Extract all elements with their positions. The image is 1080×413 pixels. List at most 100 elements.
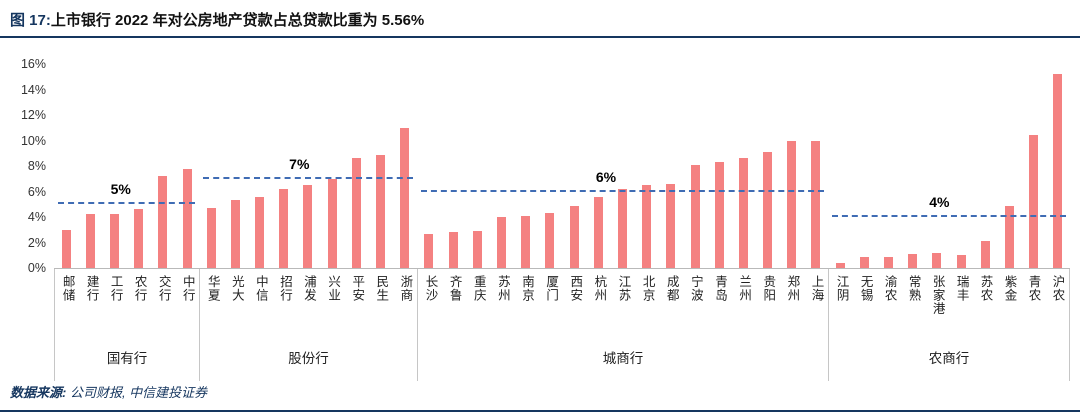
bar-slot [514,64,538,268]
bank-label-slot: 青农 [1021,269,1045,341]
bar-3-6 [545,213,555,268]
bar-3-5 [521,215,531,268]
axis-band: 华夏 光大 中信 招行 浦发 兴业 平安 民生 浙商 股份行 [199,269,417,381]
bank-label-slot: 南京 [514,269,538,341]
bar-4-2 [859,256,869,268]
average-dashed-line [832,215,1066,217]
bar-3-14 [738,158,748,268]
y-axis-tick-label: 10% [20,133,46,148]
bar-1-5 [158,176,168,268]
bar-3-17 [811,140,821,268]
bar-3-3 [472,231,482,268]
bar-1-6 [182,168,192,268]
bank-labels-row: 邮储 建行 工行 农行 交行 中行 [55,269,199,341]
bar-slot [127,64,151,268]
group-label: 农商行 [928,351,970,366]
chart-plot-area: 5% 邮储 建行 工行 农行 交行 中行 国有行 7% 华夏 光大 中信 招行 浦发 兴业 平安 民生 浙商 股份行… [54,64,1070,381]
bar-4-3 [884,256,894,268]
bank-label: 青农 [1026,275,1041,302]
bar-1-4 [134,209,144,268]
bank-label: 交行 [156,275,171,302]
bank-label: 中行 [180,275,195,302]
bank-label: 北京 [640,275,655,302]
bar-4-5 [932,252,942,268]
bank-group-3: 6% 长沙 齐鲁 重庆 苏州 南京 厦门 西安 杭州 江苏 北京 成都 宁波 青岛 兰州 贵阳 郑州 上海城商行 [416,64,829,381]
bar-slot [417,64,441,268]
group-label: 股份行 [288,351,329,366]
chart-title: 图 17:上市银行 2022 年对公房地产贷款占总贷款比重为 5.56% [0,0,1080,36]
bank-label: 沪农 [1050,275,1065,302]
bar-slot [344,64,368,268]
bank-label-slot: 江阴 [829,269,853,341]
bank-label-slot: 江苏 [611,269,635,341]
bank-group-2: 7% 华夏 光大 中信 招行 浦发 兴业 平安 民生 浙商 股份行 [199,64,417,381]
bar-slot [852,64,876,268]
bank-labels-row: 长沙 齐鲁 重庆 苏州 南京 厦门 西安 杭州 江苏 北京 成都 宁波 青岛 兰州 贵阳 郑州 上海 [418,269,828,341]
bank-label-slot: 平安 [345,269,369,341]
bar-slot [876,64,900,268]
bank-label: 民生 [374,275,389,302]
bar-slot [465,64,489,268]
bar-2-3 [255,196,265,268]
bar-3-1 [424,233,434,268]
data-source-label: 数据来源: [10,385,67,400]
bank-group-4: 4% 江阴 无锡 渝农 常熟 张家港 瑞丰 苏农 紫金 青农 沪农 农商行 [828,64,1070,381]
bank-label: 渝农 [882,275,897,302]
bank-label: 华夏 [205,275,220,302]
bank-label-slot: 上海 [804,269,828,341]
group-label: 城商行 [602,351,644,366]
bank-label-slot: 苏农 [973,269,997,341]
bank-label: 苏农 [978,275,993,302]
bank-label: 兰州 [737,275,752,302]
bank-labels-row: 江阴 无锡 渝农 常熟 张家港 瑞丰 苏农 紫金 青农 沪农 [829,269,1069,341]
bar-slot [610,64,634,268]
bar-3-4 [497,217,507,268]
bank-label-slot: 华夏 [200,269,224,341]
axis-band: 长沙 齐鲁 重庆 苏州 南京 厦门 西安 杭州 江苏 北京 成都 宁波 青岛 兰州 贵阳 郑州 上海城商行 [416,269,828,381]
bar-1-2 [85,214,95,268]
bar-slot [755,64,779,268]
bottom-divider [0,410,1080,412]
bank-label: 无锡 [858,275,873,302]
bank-label: 上海 [809,275,824,302]
bank-label-slot: 沪农 [1045,269,1069,341]
bar-4-6 [956,255,966,268]
bank-label: 厦门 [544,275,559,302]
bank-label-slot: 成都 [659,269,683,341]
bank-label: 紫金 [1002,275,1017,302]
bar-slot [199,64,223,268]
y-axis-tick-label: 6% [27,184,46,199]
bar-4-9 [1029,135,1039,268]
bank-label: 重庆 [471,275,486,302]
bank-label-slot: 厦门 [538,269,562,341]
bank-label: 建行 [84,275,99,302]
group-plot: 5% [54,64,200,269]
bank-label-slot: 齐鲁 [442,269,466,341]
bar-slot [780,64,804,268]
bar-slot [78,64,102,268]
bank-label: 宁波 [688,275,703,302]
bar-2-8 [376,154,386,268]
bank-label: 常熟 [906,275,921,302]
bank-label-slot: 重庆 [466,269,490,341]
bank-label-slot: 农行 [127,269,151,341]
bank-label: 瑞丰 [954,275,969,302]
bank-label-slot: 瑞丰 [949,269,973,341]
y-axis-tick-label: 0% [27,261,46,275]
bank-label-slot: 张家港 [925,269,949,341]
bank-label-slot: 北京 [635,269,659,341]
bar-slot [562,64,586,268]
bank-label: 招行 [277,275,292,302]
bar-slot [586,64,610,268]
bar-slot [223,64,247,268]
title-divider [0,36,1080,38]
y-axis-tick-label: 16% [20,57,46,71]
bank-label: 西安 [568,275,583,302]
bank-label: 张家港 [930,275,945,316]
bank-label-slot: 紫金 [997,269,1021,341]
group-plot: 6% [416,64,829,269]
bank-label-slot: 交行 [151,269,175,341]
axis-band: 江阴 无锡 渝农 常熟 张家港 瑞丰 苏农 紫金 青农 沪农农商行 [828,269,1070,381]
bank-label: 杭州 [592,275,607,302]
chart-title-text: 上市银行 2022 年对公房地产贷款占总贷款比重为 5.56% [50,12,425,29]
